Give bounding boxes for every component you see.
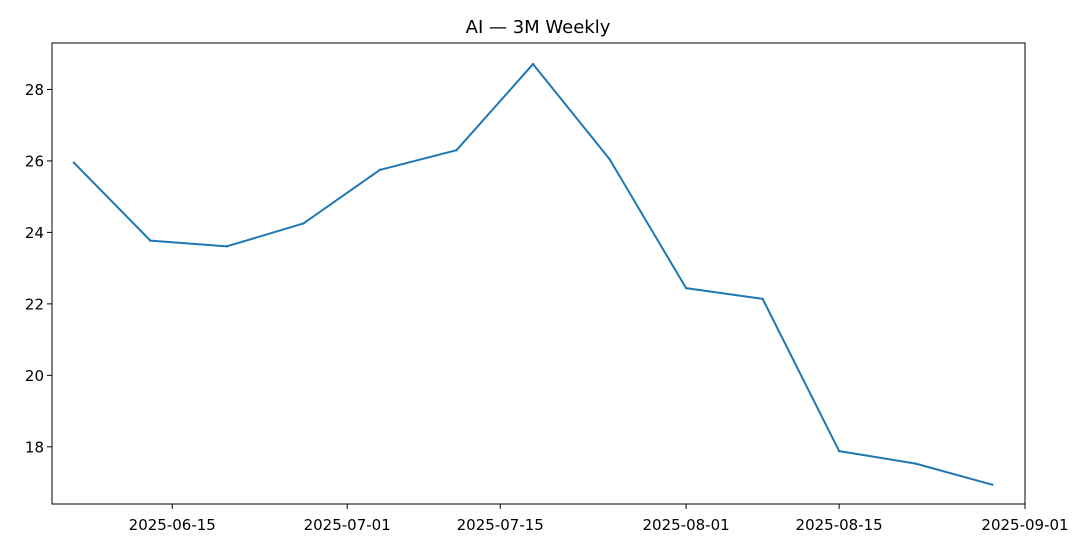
data-point bbox=[684, 286, 688, 290]
y-tick-label: 18 bbox=[25, 438, 44, 456]
y-tick-label: 22 bbox=[25, 295, 44, 313]
data-point bbox=[149, 239, 152, 242]
chart-title: AI — 3M Weekly bbox=[466, 17, 611, 38]
x-tick-label: 2025-08-15 bbox=[796, 516, 883, 534]
data-point bbox=[302, 222, 305, 225]
y-tick-label: 26 bbox=[25, 152, 44, 170]
series-line bbox=[72, 63, 994, 486]
series-layer bbox=[72, 62, 994, 486]
x-tick-label: 2025-09-01 bbox=[981, 516, 1068, 534]
y-tick-label: 24 bbox=[25, 224, 44, 242]
data-point bbox=[455, 149, 458, 152]
x-tick-label: 2025-07-01 bbox=[304, 516, 391, 534]
data-point bbox=[608, 157, 611, 161]
x-tick-label: 2025-06-15 bbox=[129, 516, 216, 534]
data-point bbox=[837, 449, 841, 453]
plot-frame bbox=[51, 42, 1026, 505]
data-point bbox=[991, 483, 994, 486]
data-point bbox=[225, 245, 229, 248]
x-axis: 2025-06-15 2025-07-01 2025-07-15 2025-08-01… bbox=[129, 504, 1069, 534]
data-point bbox=[72, 161, 76, 164]
x-tick-label: 2025-08-01 bbox=[642, 516, 729, 534]
y-axis: 18 20 22 24 26 28 bbox=[25, 81, 52, 456]
y-tick-label: 28 bbox=[25, 81, 44, 99]
y-tick-label: 20 bbox=[25, 367, 44, 385]
data-point bbox=[378, 168, 382, 172]
data-point bbox=[914, 462, 917, 465]
data-point bbox=[761, 297, 764, 301]
x-tick-label: 2025-07-15 bbox=[457, 516, 544, 534]
data-point bbox=[531, 62, 535, 66]
